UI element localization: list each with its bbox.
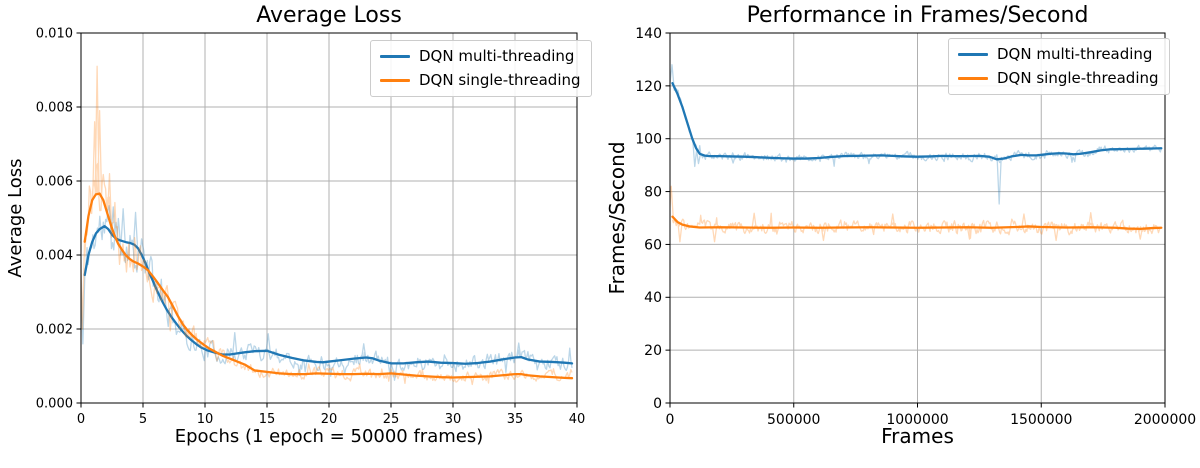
y-tick-label: 60 [644, 237, 662, 253]
x-tick-label: 0 [77, 412, 85, 427]
y-tick-label: 20 [644, 343, 662, 359]
x-tick-label: 1000000 [886, 412, 948, 428]
x-tick-label: 2000000 [1134, 412, 1196, 428]
x-tick-label: 30 [445, 412, 462, 427]
legend-item: DQN single-threading [958, 70, 1159, 87]
legend-item: DQN multi-threading [380, 48, 581, 65]
legend-item: DQN multi-threading [958, 46, 1159, 63]
left-chart-title: Average Loss [256, 3, 402, 28]
left-chart-ylabel: Average Loss [5, 158, 26, 278]
y-tick-label: 80 [644, 184, 662, 200]
right-chart-ylabel: Frames/Second [605, 141, 629, 295]
x-tick-label: 0 [666, 412, 675, 428]
y-tick-label: 100 [635, 132, 662, 148]
x-tick-label: 15 [259, 412, 276, 427]
legend-label: DQN multi-threading [997, 45, 1153, 63]
x-tick-label: 35 [507, 412, 524, 427]
right-chart-plot: 0 500000 1000000 1500000 2000000 0 20 40 60 80 100… [635, 26, 1196, 428]
y-tick-label: 0 [653, 396, 662, 412]
y-tick-label: 0.010 [36, 27, 73, 42]
legend-line-sample [380, 55, 410, 58]
y-tick-label: 0.004 [36, 249, 73, 264]
right-chart-title: Performance in Frames/Second [746, 3, 1089, 28]
legend-label: DQN multi-threading [419, 47, 575, 65]
legend-line-sample [958, 53, 988, 56]
y-tick-label: 40 [644, 290, 662, 306]
right-chart-xlabel: Frames [881, 424, 954, 448]
y-tick-label: 120 [635, 79, 662, 95]
right-chart-legend: DQN multi-threading DQN single-threading [948, 38, 1170, 95]
x-tick-label: 1500000 [1010, 412, 1072, 428]
x-tick-label: 5 [139, 412, 147, 427]
x-tick-label: 500000 [767, 412, 820, 428]
x-tick-label: 20 [321, 412, 338, 427]
left-chart-xlabel: Epochs (1 epoch = 50000 frames) [174, 426, 484, 447]
y-tick-label: 140 [635, 26, 662, 42]
legend-line-sample [380, 79, 410, 82]
y-tick-label: 0.002 [36, 323, 73, 338]
legend-label: DQN single-threading [997, 69, 1159, 87]
y-tick-label: 0.000 [36, 397, 73, 412]
x-tick-label: 40 [569, 412, 586, 427]
left-chart-legend: DQN multi-threading DQN single-threading [370, 40, 592, 97]
y-tick-label: 0.008 [36, 101, 73, 116]
x-tick-label: 25 [383, 412, 400, 427]
legend-label: DQN single-threading [419, 71, 581, 89]
legend-line-sample [958, 77, 988, 80]
legend-item: DQN single-threading [380, 72, 581, 89]
y-tick-label: 0.006 [36, 175, 73, 190]
x-tick-label: 10 [197, 412, 214, 427]
